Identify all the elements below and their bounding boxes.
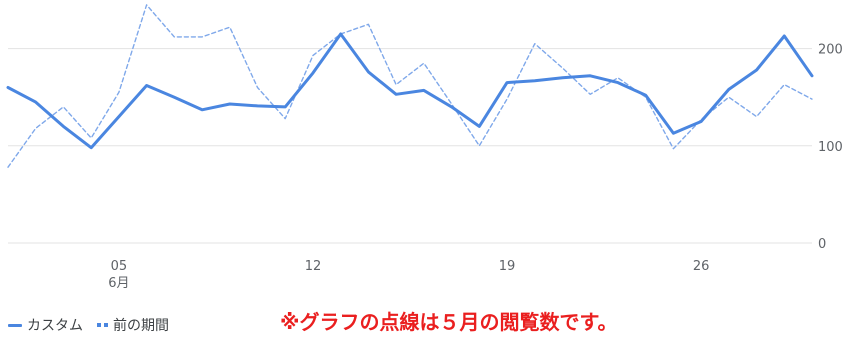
series-line-custom[interactable] — [6, 32, 814, 150]
y-tick-label: 0 — [818, 237, 826, 252]
legend-swatch-dotted — [97, 323, 108, 327]
legend: カスタム 前の期間 — [8, 315, 169, 335]
legend-label-custom: カスタム — [27, 318, 83, 334]
series-line-previous[interactable] — [7, 4, 813, 168]
legend-item-previous[interactable]: 前の期間 — [97, 315, 169, 335]
x-axis-ticks: 05 6月 12 19 26 — [108, 259, 709, 291]
x-tick-label: 12 — [305, 259, 322, 274]
y-tick-label: 200 — [818, 43, 843, 58]
x-tick-label: 19 — [499, 259, 516, 274]
series-lines — [6, 4, 814, 168]
y-axis-ticks: 0 100 200 — [818, 43, 843, 252]
x-tick-sublabel: 6月 — [108, 276, 129, 291]
annotation-note: ※グラフの点線は５月の閲覧数です。 — [280, 310, 618, 334]
line-chart: 0 100 200 05 6月 12 19 26 — [6, 4, 843, 291]
legend-label-previous: 前の期間 — [113, 318, 169, 334]
gridlines — [8, 48, 812, 244]
y-tick-label: 100 — [818, 140, 843, 155]
x-tick-label: 05 — [111, 259, 128, 274]
legend-swatch-solid — [8, 323, 22, 327]
x-tick-label: 26 — [693, 259, 710, 274]
legend-item-custom[interactable]: カスタム — [8, 315, 83, 335]
